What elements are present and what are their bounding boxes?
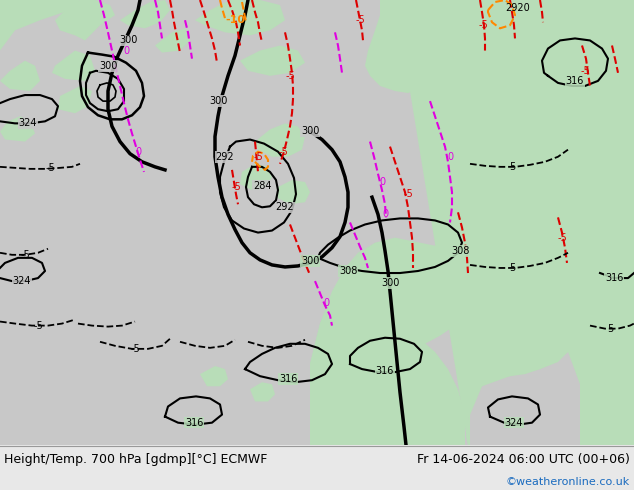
Text: -5: -5 xyxy=(557,233,567,243)
Polygon shape xyxy=(580,301,634,445)
Text: 0: 0 xyxy=(135,147,141,157)
Text: 324: 324 xyxy=(13,276,31,286)
Text: Fr 14-06-2024 06:00 UTC (00+06): Fr 14-06-2024 06:00 UTC (00+06) xyxy=(417,453,630,466)
Text: 308: 308 xyxy=(339,266,357,276)
Text: 0: 0 xyxy=(447,152,453,162)
Text: -5: -5 xyxy=(33,320,43,331)
Polygon shape xyxy=(155,28,190,52)
Polygon shape xyxy=(365,0,634,93)
Text: Height/Temp. 700 hPa [gdmp][°C] ECMWF: Height/Temp. 700 hPa [gdmp][°C] ECMWF xyxy=(4,453,268,466)
Polygon shape xyxy=(250,382,275,401)
Text: -5: -5 xyxy=(403,189,413,199)
Text: -5: -5 xyxy=(253,152,263,162)
Text: ©weatheronline.co.uk: ©weatheronline.co.uk xyxy=(506,477,630,487)
Text: 300: 300 xyxy=(301,256,319,266)
Polygon shape xyxy=(0,116,35,142)
Polygon shape xyxy=(255,123,305,157)
Polygon shape xyxy=(200,366,228,386)
Text: -5: -5 xyxy=(478,20,488,30)
Text: 324: 324 xyxy=(19,119,37,128)
Text: 5: 5 xyxy=(509,162,515,172)
Text: 308: 308 xyxy=(451,246,469,256)
Polygon shape xyxy=(310,0,634,445)
Text: 5: 5 xyxy=(509,263,515,273)
Text: 300: 300 xyxy=(381,278,399,288)
Text: -5: -5 xyxy=(278,147,288,157)
Text: -5: -5 xyxy=(45,163,55,173)
Polygon shape xyxy=(240,46,305,76)
Text: -5: -5 xyxy=(231,182,241,192)
Text: 316: 316 xyxy=(566,76,584,86)
Text: 316: 316 xyxy=(279,374,297,384)
Polygon shape xyxy=(598,164,634,194)
Text: 316: 316 xyxy=(185,417,203,428)
Text: 300: 300 xyxy=(209,96,227,106)
Polygon shape xyxy=(310,238,475,445)
Polygon shape xyxy=(58,86,92,113)
Text: -10: -10 xyxy=(225,15,245,25)
Polygon shape xyxy=(334,293,465,445)
Text: 292: 292 xyxy=(276,202,294,212)
Polygon shape xyxy=(540,131,590,164)
Text: 0: 0 xyxy=(382,209,388,220)
Polygon shape xyxy=(0,0,80,50)
Text: 292: 292 xyxy=(216,152,235,162)
Text: 300: 300 xyxy=(119,35,137,46)
Text: 316: 316 xyxy=(605,273,623,283)
Polygon shape xyxy=(120,0,170,28)
Text: 5: 5 xyxy=(607,323,613,334)
Polygon shape xyxy=(466,288,582,445)
Text: 0: 0 xyxy=(379,177,385,187)
Polygon shape xyxy=(278,180,310,204)
Text: -5: -5 xyxy=(355,15,365,25)
Text: -5: -5 xyxy=(580,66,590,76)
Polygon shape xyxy=(195,0,285,35)
Polygon shape xyxy=(0,61,40,91)
Text: 316: 316 xyxy=(376,366,394,376)
Polygon shape xyxy=(55,0,115,41)
Text: 324: 324 xyxy=(505,417,523,428)
Text: 0: 0 xyxy=(123,46,129,55)
Text: -5: -5 xyxy=(130,344,140,354)
Text: 2920: 2920 xyxy=(506,3,531,13)
Polygon shape xyxy=(52,50,95,81)
Text: 300: 300 xyxy=(301,126,319,136)
Text: 284: 284 xyxy=(253,181,271,191)
Text: 0: 0 xyxy=(323,298,329,308)
Text: 300: 300 xyxy=(99,61,117,71)
Text: -5: -5 xyxy=(20,250,30,260)
Text: -5: -5 xyxy=(285,71,295,81)
Polygon shape xyxy=(240,164,272,190)
